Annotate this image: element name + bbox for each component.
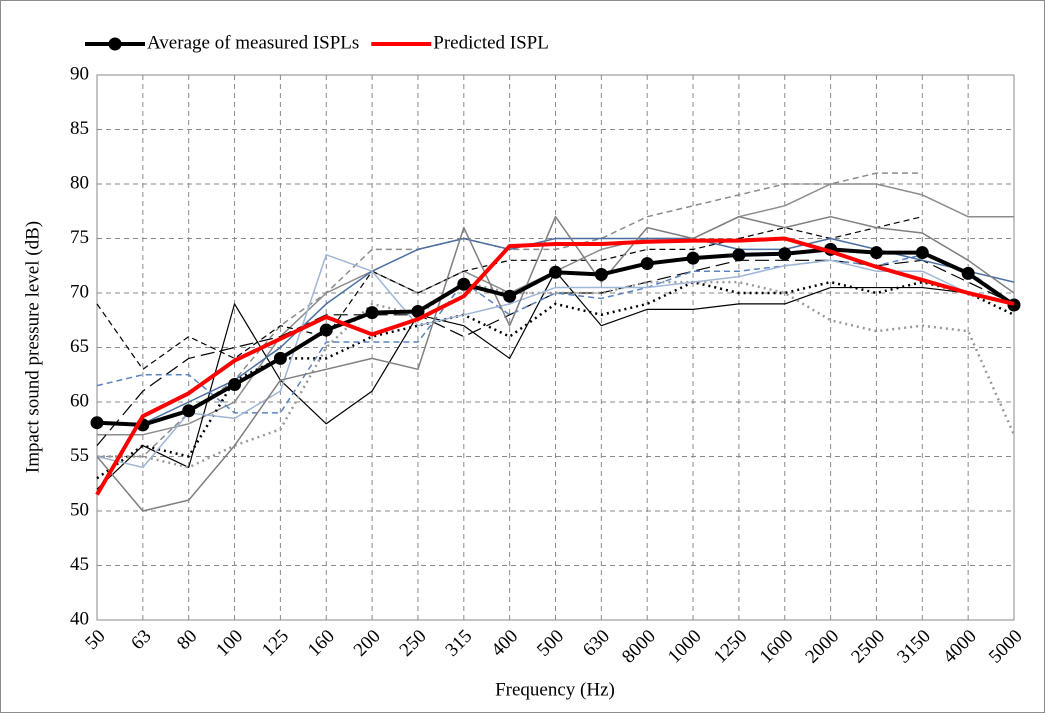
- marker: [549, 265, 562, 279]
- series-line: [96, 254, 1015, 469]
- y-tick-label: 40: [70, 608, 89, 629]
- plot-border: [96, 74, 1015, 621]
- marker: [778, 247, 792, 261]
- y-tick-label: 60: [70, 390, 89, 411]
- x-axis-label: Frequency (Hz): [495, 679, 615, 700]
- marker: [869, 246, 883, 260]
- series-line: [96, 259, 1015, 446]
- marker: [640, 257, 654, 271]
- marker: [686, 251, 700, 265]
- legend-label: Average of measured ISPLs: [147, 32, 359, 53]
- marker: [411, 305, 425, 319]
- marker: [90, 416, 104, 430]
- marker: [503, 289, 517, 303]
- marker: [594, 267, 608, 281]
- marker: [365, 306, 379, 320]
- y-tick-label: 45: [70, 554, 89, 575]
- series-line: [96, 215, 1015, 512]
- y-tick-label: 85: [70, 118, 89, 139]
- y-tick-label: 75: [70, 227, 89, 248]
- marker: [732, 248, 746, 262]
- y-tick-label: 90: [70, 63, 89, 84]
- marker: [915, 246, 929, 260]
- legend-marker: [108, 37, 122, 51]
- marker: [961, 266, 975, 280]
- y-tick-label: 55: [70, 445, 89, 466]
- legend-label: Predicted ISPL: [433, 32, 549, 53]
- marker: [273, 351, 287, 365]
- series-line: [96, 280, 1015, 480]
- y-tick-label: 50: [70, 499, 89, 520]
- y-tick-label: 70: [70, 281, 89, 302]
- marker: [1007, 298, 1021, 312]
- marker: [182, 404, 196, 418]
- series-line: [97, 237, 1015, 425]
- series-line: [95, 236, 1015, 496]
- y-tick-label: 65: [70, 336, 89, 357]
- y-axis-label: Impact sound pressure level (dB): [22, 221, 43, 473]
- y-tick-label: 80: [70, 172, 89, 193]
- marker: [319, 323, 333, 337]
- marker: [457, 277, 471, 291]
- marker: [228, 378, 242, 392]
